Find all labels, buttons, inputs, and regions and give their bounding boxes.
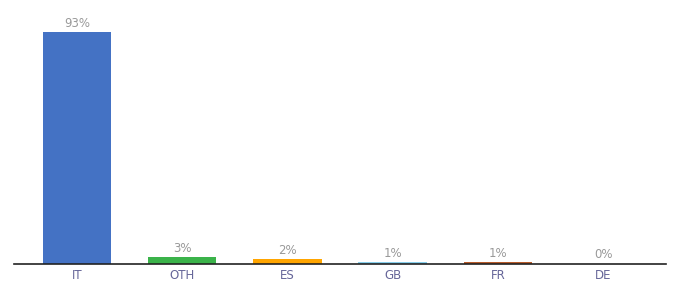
Text: 93%: 93% [64,17,90,30]
Text: 1%: 1% [384,247,402,260]
Bar [43,32,111,264]
Bar [358,262,427,264]
Text: 2%: 2% [278,244,296,257]
Text: 3%: 3% [173,242,191,254]
Text: 0%: 0% [594,248,613,261]
Bar [253,259,322,264]
Bar [464,262,532,264]
Bar [148,256,216,264]
Text: 1%: 1% [489,247,507,260]
